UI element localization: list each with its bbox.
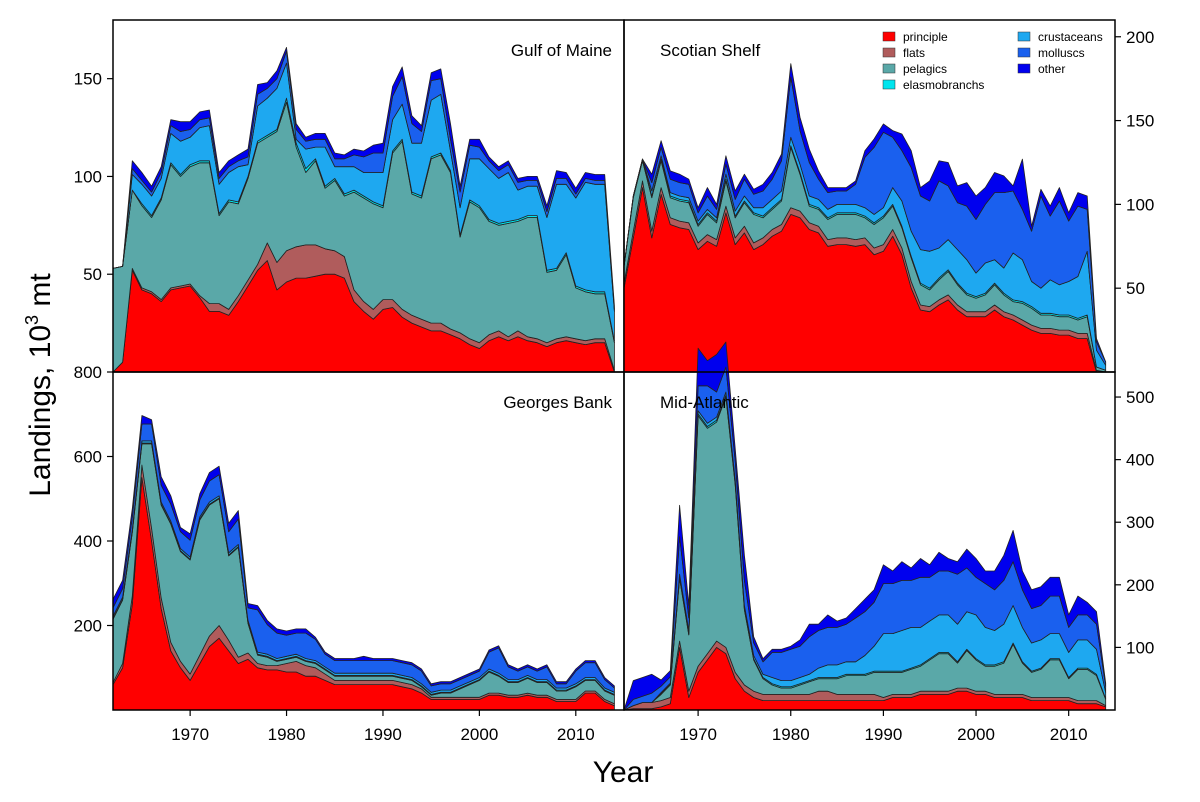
x-tick-label-mid-atlantic-2000: 2000 <box>957 725 995 744</box>
panels-group: 50 100 150 Gulf of Maine 50 100 150 200 Scotian … <box>74 19 1154 744</box>
area-gulf-of-maine-other <box>112 47 615 310</box>
y-axis-title: Landings, 103 mt <box>22 273 57 497</box>
panel-title-georges-bank: Georges Bank <box>503 393 612 412</box>
legend-entry-elasmobranchs: elasmobranchs <box>882 78 984 92</box>
y-axis-title-main: Landings, 10 <box>24 325 57 497</box>
area-scotian-shelf-other <box>623 63 1107 363</box>
legend-entry-flats: flats <box>882 46 925 60</box>
y-tick-label-mid-atlantic-400: 400 <box>1126 451 1154 470</box>
x-tick-label-mid-atlantic-1970: 1970 <box>679 725 717 744</box>
y-tick-label-scotian-shelf-200: 200 <box>1126 28 1154 47</box>
legend-swatch-other <box>1017 63 1031 74</box>
x-tick-label-mid-atlantic-1980: 1980 <box>772 725 810 744</box>
panel-title-gulf-of-maine: Gulf of Maine <box>511 41 612 60</box>
legend-swatch-molluscs <box>1017 47 1031 58</box>
legend-label-crustaceans: crustaceans <box>1038 30 1103 44</box>
panel-mid-atlantic: 100 200 300 400 500 1970 1980 1990 2000 2010 Mid-A… <box>623 341 1154 744</box>
x-tick-label-mid-atlantic-2010: 2010 <box>1050 725 1088 744</box>
y-tick-label-gulf-of-maine-50: 50 <box>83 265 102 284</box>
panel-title-mid-atlantic: Mid-Atlantic <box>660 393 749 412</box>
legend-swatch-elasmobranchs <box>882 79 896 90</box>
y-tick-label-mid-atlantic-200: 200 <box>1126 576 1154 595</box>
area-mid-atlantic-other <box>623 341 1107 711</box>
x-tick-label-georges-bank-2000: 2000 <box>460 725 498 744</box>
y-tick-label-georges-bank-400: 400 <box>74 532 102 551</box>
y-tick-label-mid-atlantic-300: 300 <box>1126 513 1154 532</box>
panel-georges-bank: 200 400 600 800 1970 1980 1990 2000 2010 Georges … <box>74 363 625 744</box>
legend-entry-principle: principle <box>882 30 948 44</box>
y-tick-label-scotian-shelf-50: 50 <box>1126 279 1145 298</box>
y-tick-label-georges-bank-600: 600 <box>74 448 102 467</box>
legend-label-flats: flats <box>903 46 925 60</box>
y-tick-label-scotian-shelf-150: 150 <box>1126 112 1154 131</box>
y-tick-label-mid-atlantic-500: 500 <box>1126 388 1154 407</box>
legend-entry-molluscs: molluscs <box>1017 46 1085 60</box>
legend-swatch-principle <box>882 31 896 42</box>
legend-label-other: other <box>1038 62 1065 76</box>
legend-entry-crustaceans: crustaceans <box>1017 30 1103 44</box>
y-tick-label-mid-atlantic-100: 100 <box>1126 638 1154 657</box>
panel-title-scotian-shelf: Scotian Shelf <box>660 41 760 60</box>
x-tick-label-georges-bank-1970: 1970 <box>171 725 209 744</box>
legend-label-pelagics: pelagics <box>903 62 947 76</box>
y-tick-label-gulf-of-maine-150: 150 <box>74 70 102 89</box>
legend-label-elasmobranchs: elasmobranchs <box>903 78 984 92</box>
panel-gulf-of-maine: 50 100 150 Gulf of Maine <box>74 19 625 373</box>
x-axis-title: Year <box>593 756 654 789</box>
legend-swatch-crustaceans <box>1017 31 1031 42</box>
legend-entry-pelagics: pelagics <box>882 62 947 76</box>
y-axis-title-superscript: 3 <box>22 315 42 325</box>
y-axis-title-unit: mt <box>24 273 57 315</box>
y-tick-label-georges-bank-800: 800 <box>74 363 102 382</box>
y-tick-label-scotian-shelf-100: 100 <box>1126 195 1154 214</box>
area-georges-bank-other <box>112 415 615 689</box>
panel-frame-mid-atlantic <box>623 371 1116 711</box>
legend: principle flats pelagics elasmobranchs crust… <box>882 30 1103 92</box>
legend-swatch-pelagics <box>882 63 896 74</box>
legend-label-molluscs: molluscs <box>1038 46 1085 60</box>
x-tick-label-mid-atlantic-1990: 1990 <box>864 725 902 744</box>
legend-entry-other: other <box>1017 62 1065 76</box>
legend-swatch-flats <box>882 47 896 58</box>
x-tick-label-georges-bank-1990: 1990 <box>364 725 402 744</box>
panel-scotian-shelf: 50 100 150 200 Scotian Shelf <box>623 19 1154 373</box>
legend-label-principle: principle <box>903 30 948 44</box>
y-tick-label-georges-bank-200: 200 <box>74 617 102 636</box>
y-tick-label-gulf-of-maine-100: 100 <box>74 167 102 186</box>
x-tick-label-georges-bank-1980: 1980 <box>268 725 306 744</box>
x-tick-label-georges-bank-2010: 2010 <box>557 725 595 744</box>
